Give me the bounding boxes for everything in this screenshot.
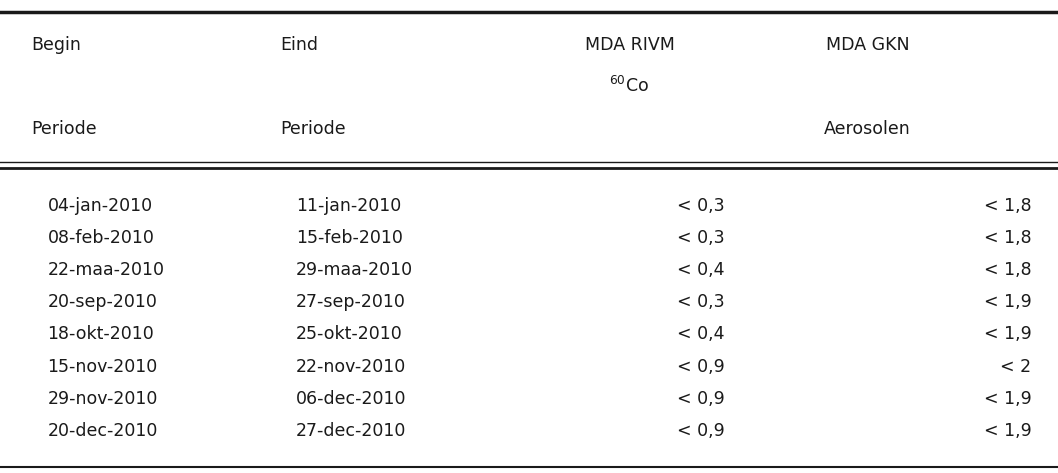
Text: 06-dec-2010: 06-dec-2010 — [296, 390, 406, 408]
Text: Aerosolen: Aerosolen — [824, 120, 911, 138]
Text: 08-feb-2010: 08-feb-2010 — [48, 229, 154, 247]
Text: 11-jan-2010: 11-jan-2010 — [296, 197, 401, 215]
Text: < 0,4: < 0,4 — [677, 261, 725, 279]
Text: 15-feb-2010: 15-feb-2010 — [296, 229, 403, 247]
Text: 18-okt-2010: 18-okt-2010 — [48, 325, 154, 343]
Text: 27-sep-2010: 27-sep-2010 — [296, 293, 406, 311]
Text: 22-nov-2010: 22-nov-2010 — [296, 358, 406, 376]
Text: 20-dec-2010: 20-dec-2010 — [48, 422, 158, 440]
Text: MDA GKN: MDA GKN — [825, 36, 910, 54]
Text: < 1,9: < 1,9 — [984, 390, 1032, 408]
Text: < 2: < 2 — [1001, 358, 1032, 376]
Text: 29-maa-2010: 29-maa-2010 — [296, 261, 414, 279]
Text: 04-jan-2010: 04-jan-2010 — [48, 197, 152, 215]
Text: 20-sep-2010: 20-sep-2010 — [48, 293, 158, 311]
Text: < 1,9: < 1,9 — [984, 422, 1032, 440]
Text: 22-maa-2010: 22-maa-2010 — [48, 261, 165, 279]
Text: < 0,9: < 0,9 — [677, 358, 725, 376]
Text: $^{60}$Co: $^{60}$Co — [609, 76, 650, 96]
Text: < 1,8: < 1,8 — [984, 197, 1032, 215]
Text: Eind: Eind — [280, 36, 318, 54]
Text: < 1,8: < 1,8 — [984, 229, 1032, 247]
Text: < 1,9: < 1,9 — [984, 293, 1032, 311]
Text: < 0,3: < 0,3 — [677, 229, 725, 247]
Text: Begin: Begin — [32, 36, 81, 54]
Text: < 0,9: < 0,9 — [677, 390, 725, 408]
Text: < 0,3: < 0,3 — [677, 293, 725, 311]
Text: < 1,9: < 1,9 — [984, 325, 1032, 343]
Text: 15-nov-2010: 15-nov-2010 — [48, 358, 158, 376]
Text: < 0,4: < 0,4 — [677, 325, 725, 343]
Text: 27-dec-2010: 27-dec-2010 — [296, 422, 406, 440]
Text: MDA RIVM: MDA RIVM — [585, 36, 674, 54]
Text: < 0,3: < 0,3 — [677, 197, 725, 215]
Text: Periode: Periode — [32, 120, 97, 138]
Text: 29-nov-2010: 29-nov-2010 — [48, 390, 158, 408]
Text: 25-okt-2010: 25-okt-2010 — [296, 325, 403, 343]
Text: Periode: Periode — [280, 120, 346, 138]
Text: < 1,8: < 1,8 — [984, 261, 1032, 279]
Text: < 0,9: < 0,9 — [677, 422, 725, 440]
